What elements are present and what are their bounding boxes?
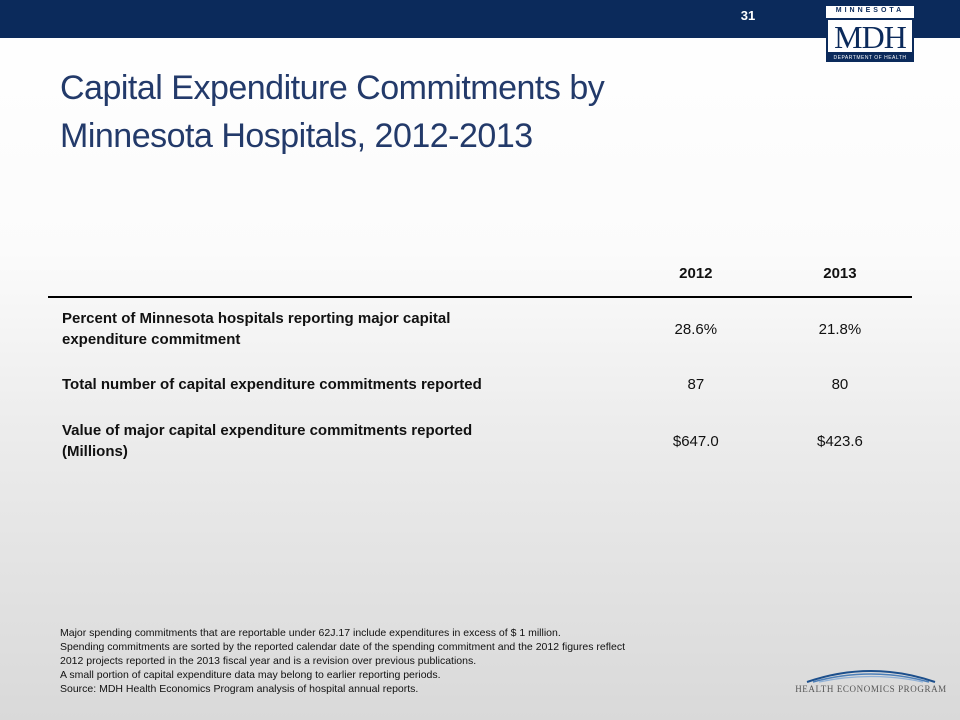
footnote-line: A small portion of capital expenditure d… bbox=[60, 669, 441, 681]
table-header-row: 2012 2013 bbox=[48, 250, 912, 298]
footnotes: Major spending commitments that are repo… bbox=[60, 626, 800, 696]
value-2012: 28.6% bbox=[674, 320, 718, 338]
capital-expenditure-table: 2012 2013 Percent of Minnesota hospitals… bbox=[48, 250, 912, 474]
value-2013: 21.8% bbox=[818, 320, 862, 338]
page-number: 31 bbox=[740, 8, 756, 23]
value-2013: 80 bbox=[831, 375, 849, 393]
column-header-label bbox=[48, 250, 624, 298]
arc-swoosh-icon bbox=[806, 670, 936, 683]
slide-title-line1: Capital Expenditure Commitments by bbox=[60, 69, 605, 107]
mdh-logo: MINNESOTA MDH DEPARTMENT OF HEALTH bbox=[826, 6, 914, 62]
row-label: Percent of Minnesota hospitals reporting… bbox=[62, 310, 451, 348]
health-economics-program-logo: HEALTH ECONOMICS PROGRAM bbox=[795, 664, 947, 704]
footnote-line: Spending commitments are sorted by the r… bbox=[60, 641, 625, 653]
logo-top-text: MINNESOTA bbox=[835, 7, 905, 14]
table-row: Value of major capital expenditure commi… bbox=[48, 408, 912, 474]
value-2012: $647.0 bbox=[672, 432, 719, 450]
row-label: Total number of capital expenditure comm… bbox=[62, 375, 482, 393]
logo-main-text: MDH bbox=[826, 18, 914, 54]
table-row: Total number of capital expenditure comm… bbox=[48, 360, 912, 408]
header-bar: 31 bbox=[0, 0, 960, 38]
footnote-line: 2012 projects reported in the 2013 fisca… bbox=[60, 655, 477, 667]
slide-title: Capital Expenditure Commitments by Minne… bbox=[60, 64, 780, 160]
column-header-2012: 2012 bbox=[623, 250, 768, 298]
slide-title-line2: Minnesota Hospitals, 2012-2013 bbox=[60, 117, 533, 155]
footnote-line: Source: MDH Health Economics Program ana… bbox=[60, 683, 419, 695]
footnote-line: Major spending commitments that are repo… bbox=[60, 627, 561, 639]
table-row: Percent of Minnesota hospitals reporting… bbox=[48, 297, 912, 360]
column-header-2013: 2013 bbox=[767, 250, 912, 298]
row-label: Value of major capital expenditure commi… bbox=[62, 422, 473, 460]
value-2013: $423.6 bbox=[816, 432, 863, 450]
logo-bottom-text: DEPARTMENT OF HEALTH bbox=[826, 54, 914, 62]
hep-logo-text: HEALTH ECONOMICS PROGRAM bbox=[795, 684, 947, 694]
value-2012: 87 bbox=[687, 375, 705, 393]
